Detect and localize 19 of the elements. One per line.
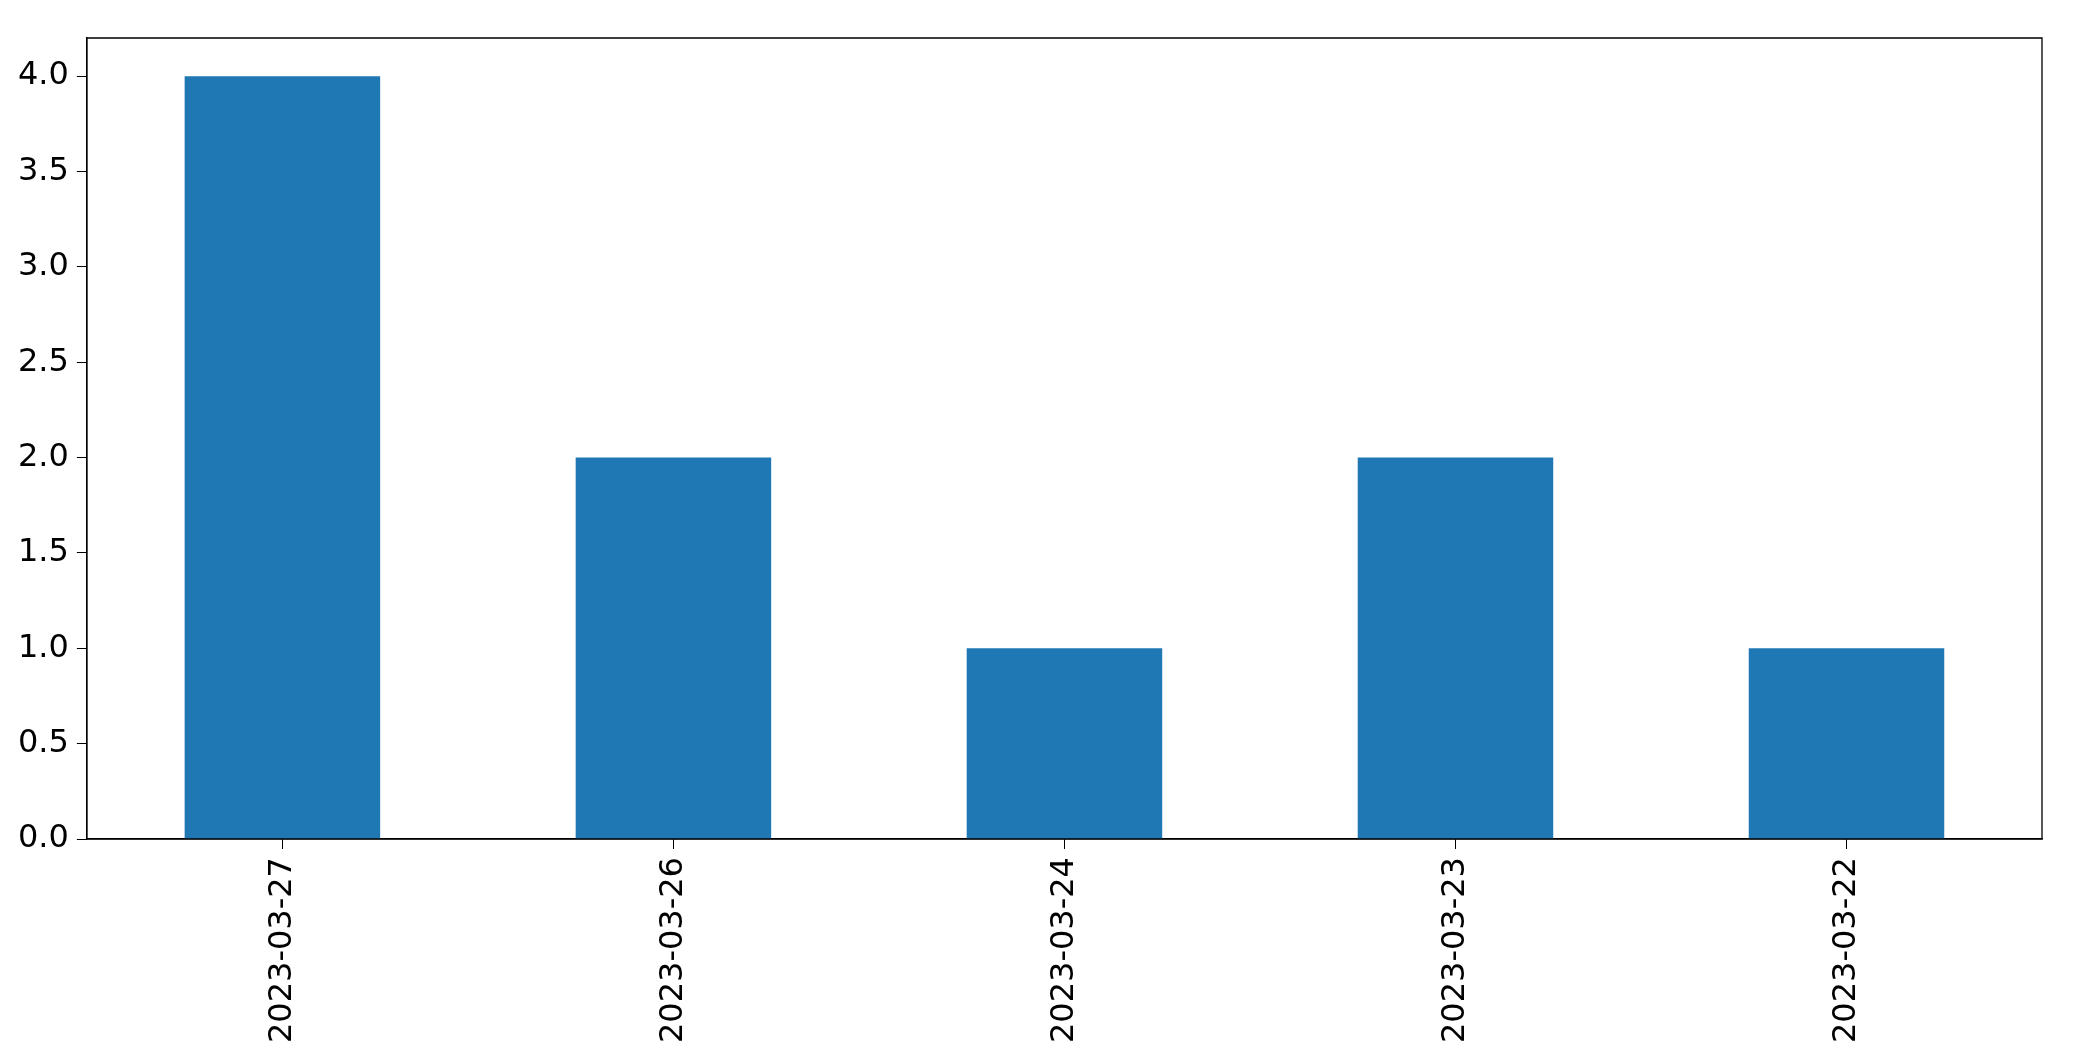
bar	[1748, 648, 1945, 839]
x-tick-label: 2023-03-27	[260, 857, 299, 1043]
x-tick-label: 2023-03-22	[1824, 857, 1863, 1043]
y-tick-label: 1.5	[18, 531, 69, 570]
x-tick-label: 2023-03-23	[1433, 857, 1472, 1043]
y-tick-label: 3.0	[18, 245, 69, 284]
x-tick-label: 2023-03-26	[651, 857, 690, 1043]
bar	[184, 76, 381, 839]
bar	[1357, 457, 1554, 839]
y-tick-label: 3.5	[18, 149, 69, 188]
y-tick-label: 4.0	[18, 54, 69, 93]
x-tick-label: 2023-03-24	[1042, 857, 1081, 1043]
y-tick-label: 2.5	[18, 340, 69, 379]
y-tick-label: 2.0	[18, 435, 69, 474]
y-tick-label: 0.5	[18, 721, 69, 760]
bar	[575, 457, 772, 839]
y-tick-label: 1.0	[18, 626, 69, 665]
y-tick-label: 0.0	[18, 817, 69, 856]
bar	[966, 648, 1163, 839]
